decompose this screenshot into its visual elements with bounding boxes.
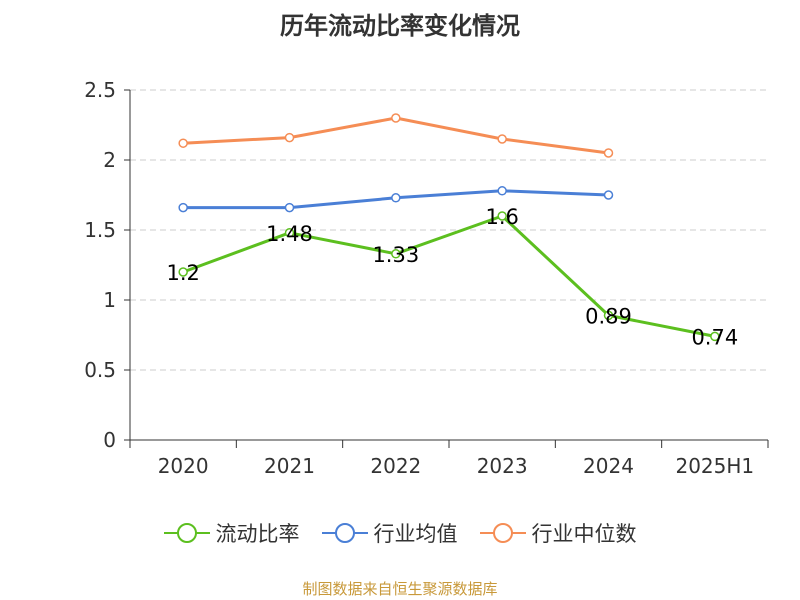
data-point	[391, 113, 401, 123]
legend-swatch	[479, 523, 526, 543]
data-label: 1.48	[266, 222, 313, 246]
legend: 流动比率 行业均值 行业中位数	[0, 518, 800, 548]
legend-item[interactable]: 行业中位数	[479, 518, 637, 548]
source-note: 制图数据来自恒生聚源数据库	[302, 580, 498, 598]
y-tick-label: 2.5	[84, 78, 116, 102]
legend-item[interactable]: 行业均值	[321, 518, 458, 548]
data-point	[391, 193, 401, 203]
data-label: 1.2	[166, 261, 199, 285]
data-label: 1.33	[372, 243, 419, 267]
chart-title: 历年流动比率变化情况	[280, 12, 520, 40]
x-tick-label: 2024	[583, 454, 634, 478]
legend-item[interactable]: 流动比率	[163, 518, 300, 548]
legend-label: 行业中位数	[531, 522, 637, 546]
x-tick-label: 2021	[264, 454, 315, 478]
x-tick-label: 2020	[158, 454, 209, 478]
data-point	[284, 228, 295, 238]
y-tick-label: 1.5	[84, 218, 116, 242]
y-tick-label: 1	[103, 288, 116, 312]
data-point	[178, 267, 188, 277]
data-point	[603, 190, 614, 200]
data-point	[391, 249, 401, 259]
legend-swatch	[163, 523, 210, 543]
y-tick-label: 0.5	[84, 358, 116, 382]
data-point	[603, 310, 614, 321]
data-point	[178, 138, 188, 148]
y-tick-label: 0	[103, 428, 116, 452]
x-tick-label: 2022	[370, 454, 421, 478]
data-point	[284, 132, 295, 143]
data-point	[497, 211, 507, 221]
legend-label: 流动比率	[215, 522, 300, 546]
data-label: 0.74	[691, 325, 738, 349]
data-point	[284, 202, 295, 213]
data-point	[603, 148, 614, 158]
data-point	[497, 186, 507, 196]
series-line	[183, 116, 609, 155]
data-point	[178, 202, 188, 213]
data-label: 0.89	[585, 304, 632, 328]
data-point	[497, 134, 507, 144]
x-tick-label: 2023	[477, 454, 528, 478]
data-label: 1.6	[485, 205, 518, 229]
legend-label: 行业均值	[373, 522, 458, 546]
y-tick-label: 2	[103, 148, 116, 172]
x-tick-label: 2025H1	[675, 454, 754, 478]
data-point	[710, 331, 720, 342]
legend-swatch	[321, 523, 368, 543]
series-line	[182, 214, 716, 338]
